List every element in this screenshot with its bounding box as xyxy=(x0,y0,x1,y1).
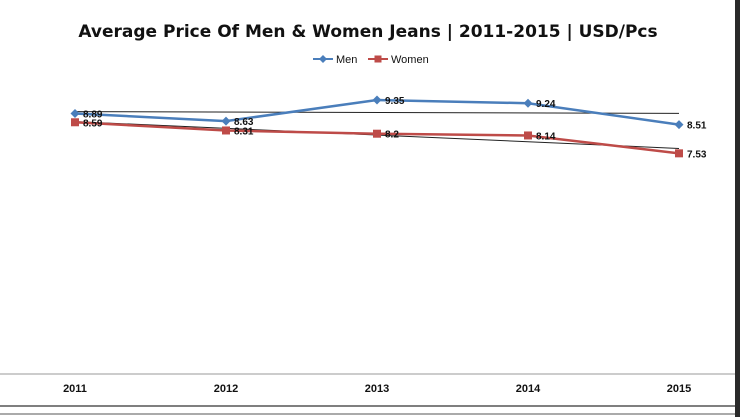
legend-women-label: Women xyxy=(391,54,429,66)
marker-women-2013[interactable] xyxy=(373,129,381,138)
marker-women-2011[interactable] xyxy=(71,118,79,127)
marker-men-2012[interactable] xyxy=(221,116,231,126)
data-label-men: 9.35 xyxy=(385,96,405,107)
marker-men-2015[interactable] xyxy=(674,120,684,130)
x-axis-ticks: 2011 2012 2013 2014 2015 xyxy=(63,383,691,395)
series-line-women xyxy=(74,121,680,155)
data-label-men: 8.51 xyxy=(687,121,707,132)
chart-title: Average Price Of Men & Women Jeans | 201… xyxy=(78,22,657,42)
x-tick-label: 2014 xyxy=(516,383,541,395)
trendline-men xyxy=(74,111,680,114)
x-tick-label: 2015 xyxy=(667,383,691,395)
legend-item-women[interactable]: Women xyxy=(368,54,429,66)
data-label-women: 8.31 xyxy=(234,126,254,137)
data-label-women: 7.53 xyxy=(687,149,707,160)
marker-women-2015[interactable] xyxy=(675,149,683,158)
right-edge-strip xyxy=(735,0,740,417)
legend-men-diamond-icon xyxy=(319,55,327,63)
x-tick-label: 2012 xyxy=(214,383,238,395)
marker-men-2011[interactable] xyxy=(70,108,80,118)
marker-men-2013[interactable] xyxy=(372,95,382,105)
legend-men-label: Men xyxy=(336,54,357,66)
data-label-men: 8.63 xyxy=(234,117,254,128)
data-labels: 8.89 8.63 9.35 9.24 8.51 8.59 8.31 8.2 8.14 7.53 xyxy=(83,96,707,160)
x-tick-label: 2013 xyxy=(365,383,389,395)
data-label-women: 8.14 xyxy=(536,131,556,142)
data-label-men: 9.24 xyxy=(536,99,556,110)
series-layer xyxy=(70,95,684,158)
legend-item-men[interactable]: Men xyxy=(313,54,357,66)
marker-men-2014[interactable] xyxy=(523,98,533,108)
legend: Men Women xyxy=(313,54,429,66)
legend-women-square-icon xyxy=(374,55,382,63)
x-tick-label: 2011 xyxy=(63,383,87,395)
data-label-men: 8.89 xyxy=(83,109,103,120)
data-label-women: 8.59 xyxy=(83,118,103,129)
marker-women-2012[interactable] xyxy=(222,126,230,135)
data-label-women: 8.2 xyxy=(385,130,399,141)
marker-women-2014[interactable] xyxy=(524,131,532,140)
